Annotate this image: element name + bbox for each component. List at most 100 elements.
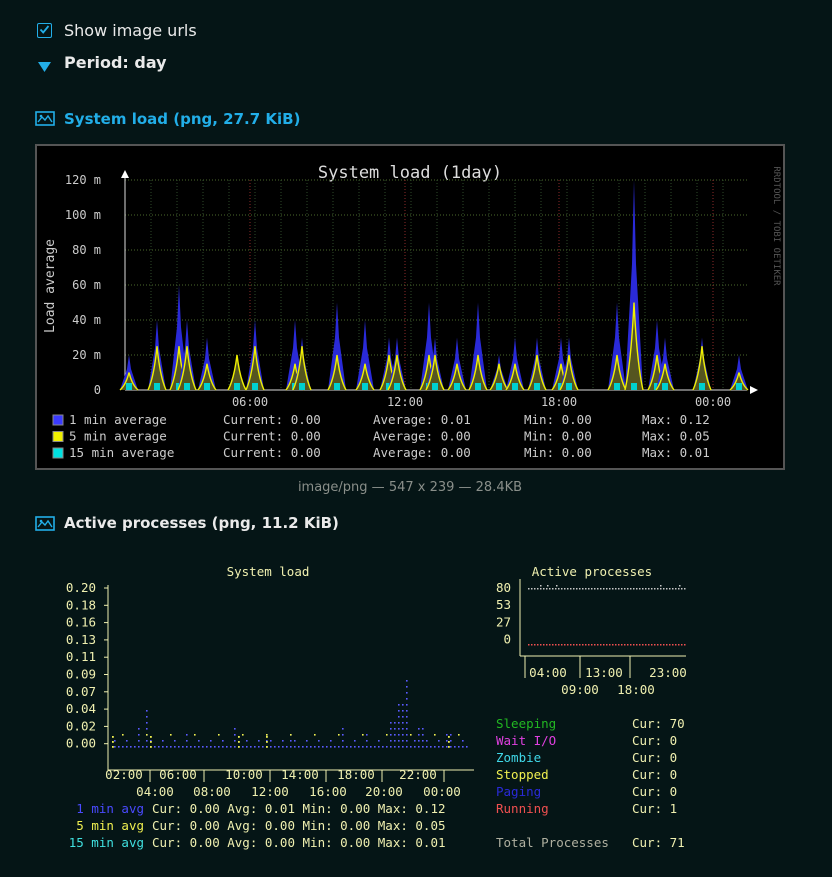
load-1min-dot — [158, 746, 160, 748]
load-1min-dot — [402, 704, 404, 706]
y-tick-label: 0 — [94, 383, 101, 397]
load-1min-dot — [138, 740, 140, 742]
load-1min-dot — [438, 746, 440, 748]
triangle-down-icon[interactable] — [38, 58, 51, 76]
proc-running-dot — [639, 644, 641, 646]
load-1min-dot — [406, 710, 408, 712]
proc-running-dot — [591, 644, 593, 646]
proc-sleeping-dot — [609, 588, 611, 590]
load-1min-dot — [414, 746, 416, 748]
proc-running-dot — [576, 644, 578, 646]
load-legend-stats: Cur: 0.00 Avg: 0.01 Min: 0.00 Max: 0.12 — [152, 801, 446, 816]
active-processes-link[interactable]: Active processes (png, 11.2 KiB) — [64, 514, 339, 532]
load-legend-name: 15 min avg — [69, 835, 144, 850]
load-1min-dot — [146, 722, 148, 724]
load-5min-dot — [242, 734, 244, 736]
load-5min-dot — [150, 746, 152, 748]
proc-running-dot — [603, 644, 605, 646]
load-1min-dot — [390, 728, 392, 730]
y-tick-label: 40 m — [72, 313, 101, 327]
load-1min-dot — [406, 686, 408, 688]
load-1min-dot — [458, 746, 460, 748]
proc-running-dot — [549, 644, 551, 646]
proc-sleeping-dot — [678, 588, 680, 590]
load-y-tick: 0.07 — [66, 684, 96, 699]
proc-running-dot — [594, 644, 596, 646]
proc-running-dot — [660, 644, 662, 646]
period-toggle[interactable]: Period: day — [64, 53, 167, 72]
proc-sleeping-dot — [679, 585, 681, 587]
load-1min-dot — [166, 746, 168, 748]
load-y-tick: 0.18 — [66, 597, 96, 612]
legend-current: Current: 0.00 — [223, 445, 321, 460]
load-x-tick-bottom: 00:00 — [423, 784, 461, 799]
load-1min-dot — [282, 746, 284, 748]
load-15min-spike — [631, 383, 637, 390]
proc-running-dot — [570, 644, 572, 646]
load-1min-dot — [242, 746, 244, 748]
proc-running-dot — [669, 644, 671, 646]
load-1min-dot — [122, 746, 124, 748]
load-y-tick: 0.16 — [66, 615, 96, 630]
load-1min-dot — [418, 728, 420, 730]
proc-running-dot — [558, 644, 560, 646]
load-1min-dot — [398, 740, 400, 742]
load-15min-spike — [126, 383, 132, 390]
show-urls-label[interactable]: Show image urls — [64, 21, 197, 40]
proc-running-dot — [573, 644, 575, 646]
proc-running-dot — [585, 644, 587, 646]
system-load-link[interactable]: System load (png, 27.7 KiB) — [64, 110, 301, 128]
load-1min-dot — [378, 740, 380, 742]
load-x-tick-bottom: 16:00 — [309, 784, 347, 799]
proc-running-dot — [546, 644, 548, 646]
load-1min-dot — [198, 746, 200, 748]
proc-x-tick-top: 04:00 — [529, 665, 567, 680]
load-1min-dot — [402, 746, 404, 748]
proc-running-dot — [564, 644, 566, 646]
proc-sleeping-dot — [534, 588, 536, 590]
proc-sleeping-dot — [657, 588, 659, 590]
load-1min-dot — [202, 746, 204, 748]
image-icon — [35, 515, 55, 536]
system-load-plot: System load (1day) Load average RRDTOOL / … — [43, 163, 781, 460]
proc-running-dot — [555, 644, 557, 646]
load-1min-dot — [346, 746, 348, 748]
load-5min-spike — [527, 354, 547, 391]
proc-x-tick-top: 23:00 — [649, 665, 687, 680]
proc-x-tick-bottom: 18:00 — [617, 682, 655, 697]
load-1min-dot — [450, 746, 452, 748]
load-15min-spike — [736, 383, 742, 390]
proc-sleeping-dot — [591, 588, 593, 590]
load-y-tick: 0.20 — [66, 580, 96, 595]
load-5min-dot — [266, 734, 268, 736]
load-1min-dot — [422, 728, 424, 730]
load-5min-dot — [458, 734, 460, 736]
load-1min-dot — [406, 680, 408, 682]
load-1min-dot — [422, 734, 424, 736]
legend-label: 15 min average — [69, 445, 174, 460]
proc-sleeping-dot — [576, 588, 578, 590]
load-1min-dot — [126, 746, 128, 748]
proc-sleeping-dot — [606, 588, 608, 590]
load-1min-dot — [118, 746, 120, 748]
show-urls-checkbox[interactable] — [37, 23, 52, 38]
proc-running-dot — [663, 644, 665, 646]
proc-sleeping-dot — [570, 588, 572, 590]
image-caption: image/png — 547 x 239 — 28.4KB — [297, 480, 523, 495]
proc-sleeping-dot — [675, 588, 677, 590]
proc-running-dot — [624, 644, 626, 646]
load-1min-dot — [358, 746, 360, 748]
load-1min-dot — [406, 728, 408, 730]
load-5min-dot — [448, 741, 450, 743]
proc-sleeping-dot — [540, 588, 542, 590]
load-y-tick: 0.02 — [66, 718, 96, 733]
legend-min: Min: 0.00 — [524, 445, 592, 460]
proc-sleeping-dot — [579, 588, 581, 590]
proc-running-dot — [681, 644, 683, 646]
load-1min-dot — [322, 746, 324, 748]
proc-running-dot — [537, 644, 539, 646]
load-1min-dot — [222, 740, 224, 742]
load-1min-dot — [366, 734, 368, 736]
load-5min-dot — [434, 734, 436, 736]
proc-sleeping-dot — [654, 588, 656, 590]
